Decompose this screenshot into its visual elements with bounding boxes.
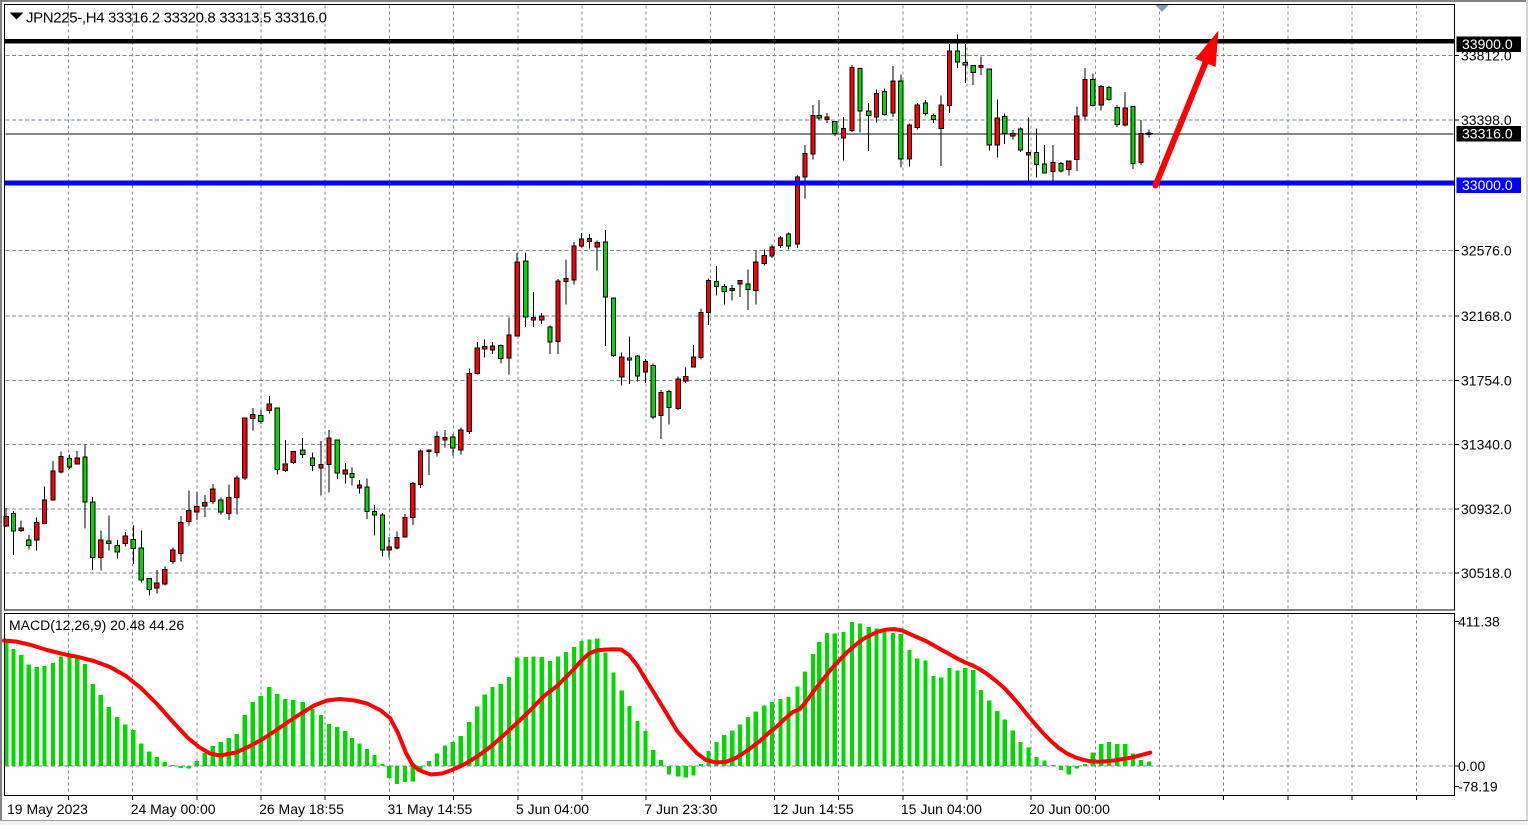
svg-text:411.38: 411.38 xyxy=(1458,614,1500,630)
svg-text:12 Jun 14:55: 12 Jun 14:55 xyxy=(773,801,854,817)
svg-text:19 May 2023: 19 May 2023 xyxy=(7,801,88,817)
svg-text:0.00: 0.00 xyxy=(1458,758,1485,774)
svg-text:20 Jun 00:00: 20 Jun 00:00 xyxy=(1029,801,1110,817)
svg-text:30932.0: 30932.0 xyxy=(1461,501,1512,517)
svg-text:30518.0: 30518.0 xyxy=(1461,565,1512,581)
svg-text:-78.19: -78.19 xyxy=(1458,779,1498,795)
svg-text:31 May 14:55: 31 May 14:55 xyxy=(388,801,473,817)
svg-text:15 Jun 04:00: 15 Jun 04:00 xyxy=(901,801,982,817)
svg-text:31340.0: 31340.0 xyxy=(1461,437,1512,453)
svg-text:JPN225-,H4 33316.2 33320.8 33: JPN225-,H4 33316.2 33320.8 33313.5 33316… xyxy=(26,10,327,27)
svg-text:32168.0: 32168.0 xyxy=(1461,308,1512,324)
svg-text:33000.0: 33000.0 xyxy=(1462,177,1513,193)
svg-text:MACD(12,26,9) 20.48 44.26: MACD(12,26,9) 20.48 44.26 xyxy=(9,617,184,633)
svg-text:33316.0: 33316.0 xyxy=(1462,126,1513,142)
svg-text:32576.0: 32576.0 xyxy=(1461,243,1512,259)
svg-text:26 May 18:55: 26 May 18:55 xyxy=(259,801,344,817)
svg-text:33398.0: 33398.0 xyxy=(1461,112,1512,128)
svg-text:7 Jun 23:30: 7 Jun 23:30 xyxy=(644,801,717,817)
svg-text:24 May 00:00: 24 May 00:00 xyxy=(131,801,216,817)
svg-text:5 Jun 04:00: 5 Jun 04:00 xyxy=(516,801,589,817)
svg-text:33900.0: 33900.0 xyxy=(1462,36,1513,52)
svg-text:31754.0: 31754.0 xyxy=(1461,373,1512,389)
